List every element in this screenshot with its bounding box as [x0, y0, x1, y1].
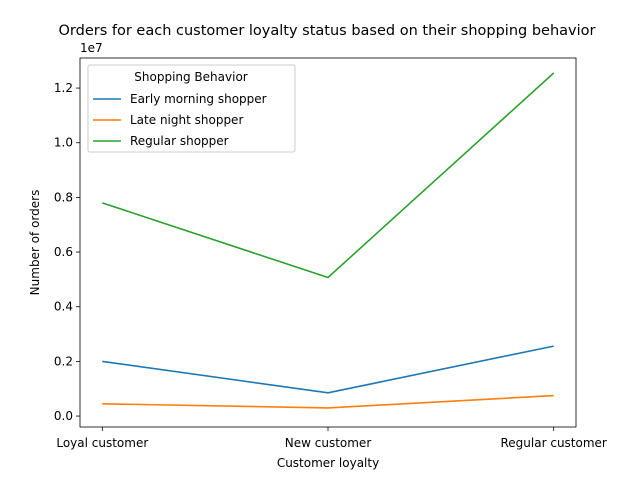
chart-title: Orders for each customer loyalty status … [59, 23, 596, 39]
legend-label: Regular shopper [130, 134, 229, 148]
legend-label: Late night shopper [130, 113, 243, 127]
y-tick-label: 0.6 [54, 245, 73, 259]
x-tick-label: New customer [285, 436, 372, 450]
y-tick-label: 1.0 [54, 136, 73, 150]
x-tick-label: Regular customer [501, 436, 607, 450]
series-line-2 [102, 72, 555, 279]
y-axis: 0.0 0.2 0.4 0.6 0.8 1.0 1.2 [54, 81, 80, 423]
legend-title: Shopping Behavior [134, 70, 248, 84]
series-line-1 [102, 394, 554, 409]
x-axis-label: Customer loyalty [277, 456, 379, 470]
y-tick-label: 1.2 [54, 81, 73, 95]
y-axis-offset-label: 1e7 [80, 41, 103, 55]
y-tick-label: 0.0 [54, 409, 73, 423]
x-axis: Loyal customer New customer Regular custom… [56, 427, 607, 450]
legend-box [87, 64, 296, 153]
y-tick-label: 0.8 [54, 190, 73, 204]
legend: Shopping Behavior Early morning shopper L… [87, 64, 296, 153]
plot-frame [79, 57, 577, 428]
y-tick-label: 0.2 [54, 354, 73, 368]
y-axis-label: Number of orders [28, 190, 42, 296]
y-tick-label: 0.4 [54, 300, 73, 314]
legend-items: Early morning shopper Late night shopper R… [93, 92, 267, 148]
plot-lines [102, 72, 555, 409]
x-tick-label: Loyal customer [56, 436, 148, 450]
series-line-0 [102, 345, 554, 394]
legend-label: Early morning shopper [130, 92, 267, 106]
